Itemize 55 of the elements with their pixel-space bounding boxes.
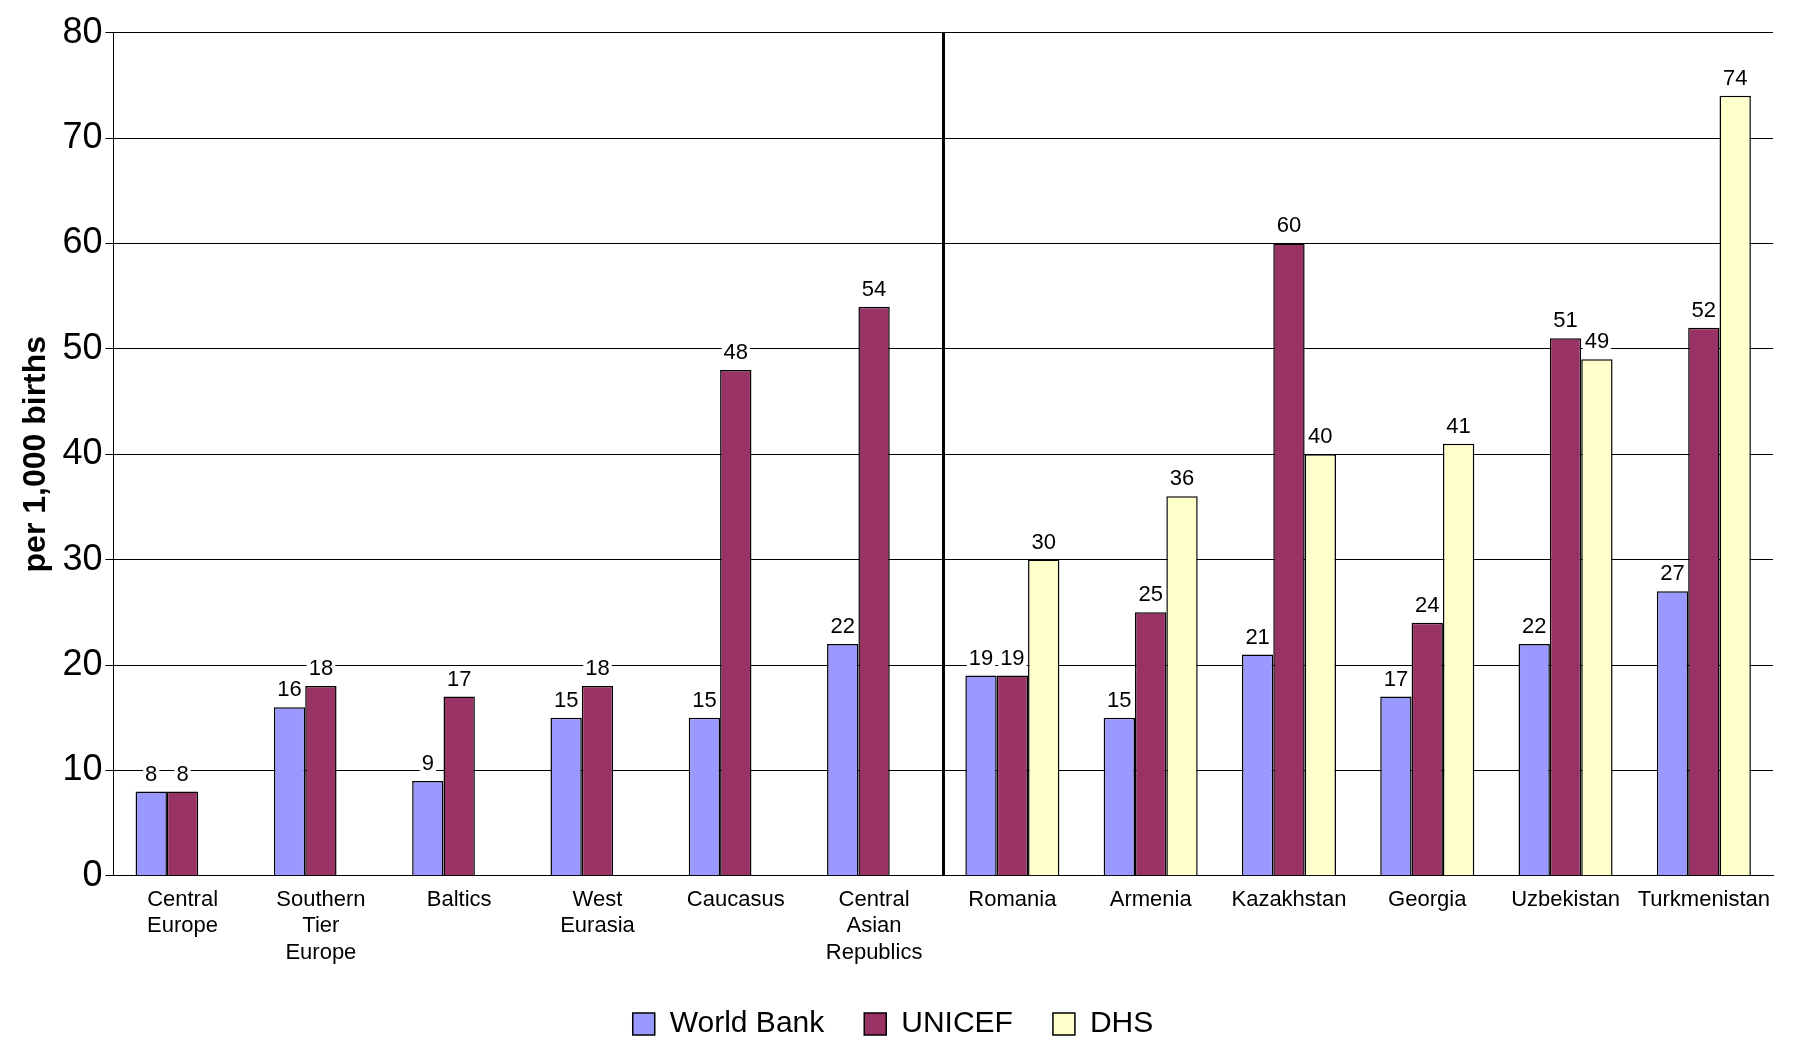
legend-label: World Bank <box>669 1005 826 1039</box>
data-label: 22 <box>830 612 855 638</box>
data-label: 16 <box>277 676 302 702</box>
y-tick-label: 50 <box>62 325 103 367</box>
y-tick-label: 30 <box>62 536 103 578</box>
data-label: 30 <box>1031 528 1056 554</box>
x-tick-label: Central Asian Republics <box>825 886 923 964</box>
data-label: 19 <box>1000 644 1025 670</box>
x-tick-label: Uzbekistan <box>1511 886 1620 912</box>
data-label: 21 <box>1245 623 1270 649</box>
data-label: 8 <box>176 760 189 786</box>
data-label: 17 <box>1383 665 1409 691</box>
data-label: 49 <box>1584 328 1610 354</box>
data-label: 22 <box>1521 612 1547 638</box>
x-tick-label: Georgia <box>1388 886 1468 912</box>
data-label: 60 <box>1276 212 1302 238</box>
x-tick-label: West Eurasia <box>560 886 636 938</box>
y-tick-label: 60 <box>62 220 103 262</box>
data-label: 25 <box>1138 581 1163 607</box>
x-tick-label: Baltics <box>426 886 492 912</box>
data-label: 36 <box>1169 465 1195 491</box>
x-tick-label: Armenia <box>1109 886 1193 912</box>
y-tick-label: 20 <box>62 641 103 683</box>
x-tick-label: Kazakhstan <box>1231 886 1347 912</box>
x-tick-label: Southern Tier Europe <box>276 886 366 964</box>
y-tick-label: 70 <box>62 114 103 156</box>
data-label: 15 <box>1107 686 1132 712</box>
data-label: 24 <box>1415 591 1440 617</box>
data-label: 40 <box>1308 423 1333 449</box>
data-label: 74 <box>1722 64 1748 90</box>
data-label: 48 <box>723 338 749 364</box>
x-tick-label: Turkmenistan <box>1637 886 1771 912</box>
data-label: 9 <box>421 750 434 775</box>
data-label: 8 <box>145 760 158 786</box>
legend-label: UNICEF <box>901 1005 1013 1039</box>
data-label: 15 <box>692 686 717 712</box>
data-label: 19 <box>968 644 994 670</box>
legend-label: DHS <box>1089 1005 1154 1039</box>
data-label: 18 <box>585 655 610 681</box>
data-label: 41 <box>1446 412 1471 438</box>
data-label: 27 <box>1660 560 1685 586</box>
data-label: 54 <box>861 275 887 301</box>
y-tick-label: 40 <box>62 431 103 473</box>
y-tick-label: 10 <box>62 747 103 789</box>
y-tick-label: 0 <box>82 852 103 894</box>
data-label: 18 <box>308 655 334 681</box>
data-label: 52 <box>1691 296 1717 322</box>
x-tick-label: Caucasus <box>686 886 785 912</box>
x-tick-label: Central Europe <box>147 886 219 938</box>
x-tick-label: Romania <box>968 886 1058 912</box>
y-axis-title: per 1,000 births <box>16 335 53 573</box>
data-label: 51 <box>1553 307 1578 333</box>
data-label: 17 <box>446 665 472 691</box>
data-label: 15 <box>553 686 579 712</box>
y-tick-label: 80 <box>62 9 103 51</box>
